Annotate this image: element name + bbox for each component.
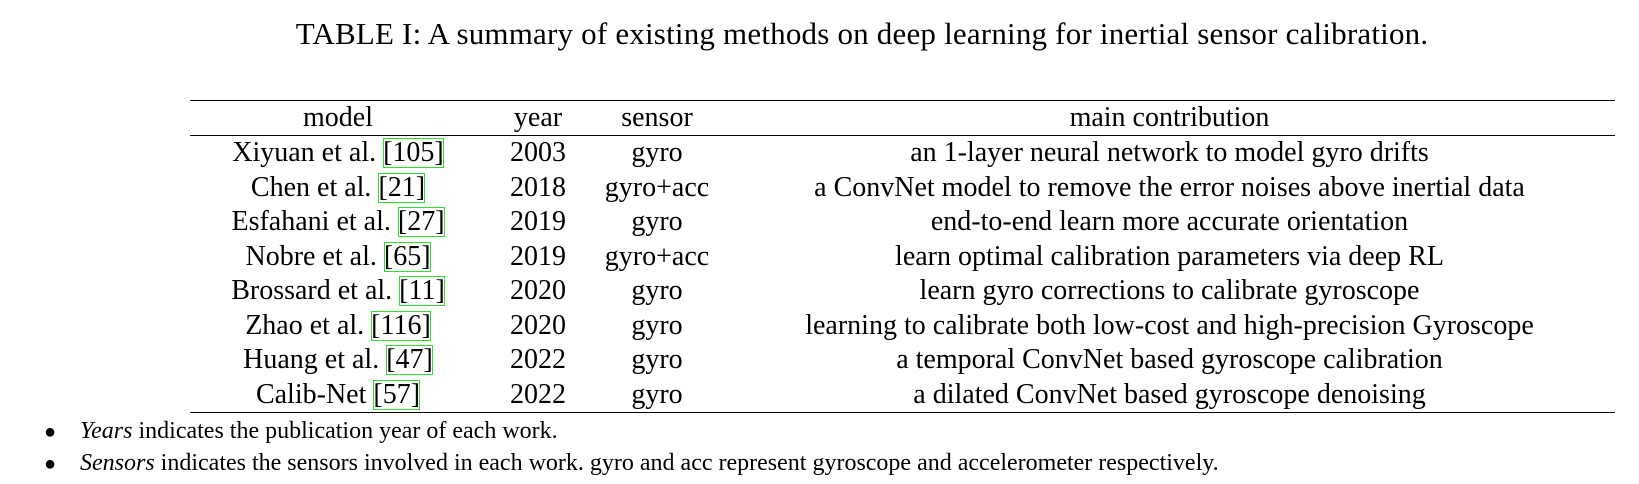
table-row: Chen et al. [21] 2018 gyro+acc a ConvNet… xyxy=(190,171,1615,206)
citation-number: 116 xyxy=(380,309,422,341)
model-author: Nobre et al. xyxy=(245,240,377,272)
citation-link[interactable]: [65] xyxy=(383,240,431,272)
table-row: Nobre et al. [65] 2019 gyro+acc learn op… xyxy=(190,240,1615,275)
cell-contribution: a dilated ConvNet based gyroscope denois… xyxy=(724,377,1615,413)
table-caption: TABLE I: A summary of existing methods o… xyxy=(295,16,1429,51)
citation-link[interactable]: [21] xyxy=(378,171,426,203)
table-row: Xiyuan et al. [105] 2003 gyro an 1-layer… xyxy=(190,136,1615,171)
cell-sensor: gyro+acc xyxy=(604,171,710,203)
header-main-contribution: main contribution xyxy=(724,100,1615,136)
citation-link[interactable]: [11] xyxy=(399,275,445,306)
header-sensor: sensor xyxy=(590,100,724,136)
table-row: Calib-Net [57] 2022 gyro a dilated ConvN… xyxy=(190,377,1615,413)
cell-sensor: gyro+acc xyxy=(604,240,710,272)
model-author: Calib-Net xyxy=(255,378,367,410)
cell-sensor: gyro xyxy=(631,137,683,168)
note-item: ● Sensors indicates the sensors involved… xyxy=(44,448,1219,480)
model-author: Esfahani et al. xyxy=(231,206,391,237)
note-text: indicates the publication year of each w… xyxy=(138,418,558,444)
citation-link[interactable]: [27] xyxy=(397,206,445,237)
header-model: model xyxy=(190,100,486,136)
cell-year: 2022 xyxy=(486,377,590,413)
citation-link[interactable]: [47] xyxy=(386,344,433,375)
note-term: Sensors xyxy=(80,450,155,476)
table-row: Esfahani et al. [27] 2019 gyro end-to-en… xyxy=(190,205,1615,240)
table-row: Brossard et al. [11] 2020 gyro learn gyr… xyxy=(190,274,1615,309)
model-author: Zhao et al. xyxy=(245,309,365,341)
cell-year: 2022 xyxy=(510,344,566,375)
cell-year: 2018 xyxy=(510,171,566,203)
cell-contribution: a ConvNet model to remove the error nois… xyxy=(814,171,1525,203)
cell-year: 2019 xyxy=(510,240,566,272)
cell-contribution: a temporal ConvNet based gyroscope calib… xyxy=(896,344,1443,375)
summary-table: model year sensor main contribution Xiyu… xyxy=(190,100,1615,413)
citation-number: 57 xyxy=(382,378,411,410)
cell-model: Zhao et al. [116] xyxy=(190,309,486,344)
cell-model: Huang et al. [47] xyxy=(190,343,486,378)
model-author: Brossard et al. xyxy=(231,275,393,306)
model-author: Huang et al. xyxy=(243,344,380,375)
citation-number: 105 xyxy=(392,137,435,168)
citation-number: 47 xyxy=(395,344,424,375)
cell-contribution: an 1-layer neural network to model gyro … xyxy=(910,137,1429,168)
citation-link[interactable]: [116] xyxy=(371,309,431,341)
cell-sensor: gyro xyxy=(631,275,683,306)
cell-model: Esfahani et al. [27] xyxy=(190,205,486,240)
note-text: indicates the sensors involved in each w… xyxy=(160,450,1219,476)
cell-contribution: learning to calibrate both low-cost and … xyxy=(805,309,1534,341)
table-row: Zhao et al. [116] 2020 gyro learning to … xyxy=(190,309,1615,344)
cell-contribution: learn gyro corrections to calibrate gyro… xyxy=(919,275,1420,306)
table-header-row: model year sensor main contribution xyxy=(190,100,1615,136)
cell-year: 2003 xyxy=(510,137,566,168)
citation-number: 27 xyxy=(407,206,436,237)
cell-sensor: gyro xyxy=(631,309,683,341)
note-item: ● Years indicates the publication year o… xyxy=(44,416,1219,448)
cell-sensor: gyro xyxy=(590,377,724,413)
cell-model: Chen et al. [21] xyxy=(190,171,486,206)
cell-model: Brossard et al. [11] xyxy=(190,274,486,309)
cell-model: Xiyuan et al. [105] xyxy=(190,136,486,171)
bullet-icon: ● xyxy=(44,421,57,443)
citation-number: 11 xyxy=(408,275,436,306)
cell-model: Nobre et al. [65] xyxy=(190,240,486,275)
cell-year: 2020 xyxy=(510,309,566,341)
model-author: Chen et al. xyxy=(250,171,372,203)
table-row: Huang et al. [47] 2022 gyro a temporal C… xyxy=(190,343,1615,378)
cell-contribution: learn optimal calibration parameters via… xyxy=(895,240,1444,272)
cell-sensor: gyro xyxy=(631,206,683,237)
note-term: Years xyxy=(80,418,133,444)
cell-year: 2020 xyxy=(510,275,566,306)
cell-model: Calib-Net [57] xyxy=(190,377,486,413)
cell-sensor: gyro xyxy=(631,344,683,375)
citation-number: 65 xyxy=(393,240,422,272)
citation-number: 21 xyxy=(387,171,416,203)
citation-link[interactable]: [57] xyxy=(373,378,421,410)
citation-link[interactable]: [105] xyxy=(383,137,444,168)
bullet-icon: ● xyxy=(44,453,57,475)
header-year: year xyxy=(486,100,590,136)
table-notes: ● Years indicates the publication year o… xyxy=(44,416,1219,480)
cell-year: 2019 xyxy=(510,206,566,237)
model-author: Xiyuan et al. xyxy=(232,137,377,168)
cell-contribution: end-to-end learn more accurate orientati… xyxy=(930,206,1409,237)
